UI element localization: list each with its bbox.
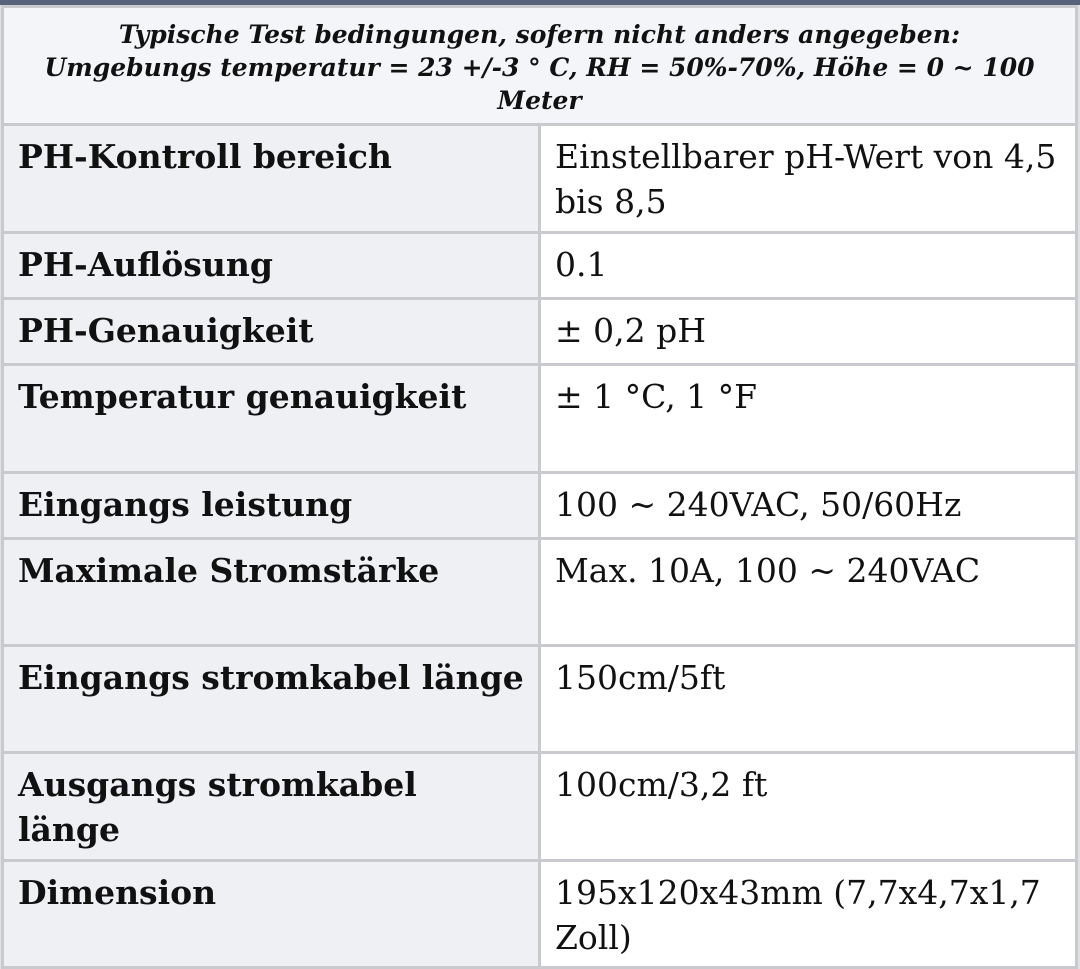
spec-label: PH-Kontroll bereich: [1, 123, 541, 234]
spec-value: 195x120x43mm (7,7x4,7x1,7 Zoll): [538, 859, 1078, 969]
spec-table: Typische Test bedingungen, sofern nicht …: [1, 5, 1078, 969]
table-row: Eingangs stromkabel länge 150cm/5ft: [1, 644, 1078, 754]
header-line-1: Typische Test bedingungen, sofern nicht …: [118, 20, 961, 49]
spec-label: Eingangs stromkabel länge: [1, 644, 541, 754]
table-row: Eingangs leistung 100 ~ 240VAC, 50/60Hz: [1, 471, 1078, 540]
spec-value: Einstellbarer pH-Wert von 4,5 bis 8,5: [538, 123, 1078, 234]
spec-value: 100 ~ 240VAC, 50/60Hz: [538, 471, 1078, 540]
table-row: Temperatur genauigkeit ± 1 °C, 1 °F: [1, 363, 1078, 474]
spec-value: 150cm/5ft: [538, 644, 1078, 754]
spec-label: Ausgangs stromkabel länge: [1, 751, 541, 862]
spec-label: Maximale Stromstärke: [1, 537, 541, 647]
test-conditions-header: Typische Test bedingungen, sofern nicht …: [1, 5, 1078, 126]
header-line-2: Umgebungs temperatur = 23 +/-3 ° C, RH =…: [44, 53, 1035, 115]
spec-value: 0.1: [538, 231, 1078, 300]
spec-label: Temperatur genauigkeit: [1, 363, 541, 474]
spec-value: Max. 10A, 100 ~ 240VAC: [538, 537, 1078, 647]
table-row: Ausgangs stromkabel länge 100cm/3,2 ft: [1, 751, 1078, 862]
top-bar: [0, 0, 1080, 5]
spec-label: Dimension: [1, 859, 541, 969]
table-row: PH-Auflösung 0.1: [1, 231, 1078, 300]
spec-label: Eingangs leistung: [1, 471, 541, 540]
spec-label: PH-Auflösung: [1, 231, 541, 300]
table-row: PH-Genauigkeit ± 0,2 pH: [1, 297, 1078, 366]
table-row: Dimension 195x120x43mm (7,7x4,7x1,7 Zoll): [1, 859, 1078, 969]
spec-value: ± 0,2 pH: [538, 297, 1078, 366]
spec-value: ± 1 °C, 1 °F: [538, 363, 1078, 474]
table-header-row: Typische Test bedingungen, sofern nicht …: [1, 5, 1078, 126]
table-row: Maximale Stromstärke Max. 10A, 100 ~ 240V…: [1, 537, 1078, 647]
table-row: PH-Kontroll bereich Einstellbarer pH-Wert…: [1, 123, 1078, 234]
spec-value: 100cm/3,2 ft: [538, 751, 1078, 862]
spec-label: PH-Genauigkeit: [1, 297, 541, 366]
